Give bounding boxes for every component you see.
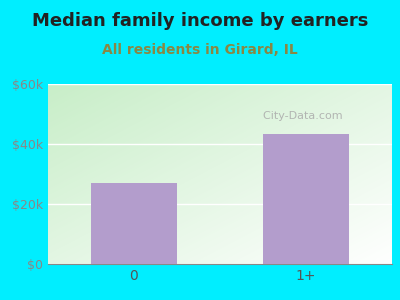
Text: City-Data.com: City-Data.com xyxy=(256,111,342,122)
Bar xyxy=(91,183,177,264)
Bar xyxy=(263,134,349,264)
Text: Median family income by earners: Median family income by earners xyxy=(32,12,368,30)
Text: All residents in Girard, IL: All residents in Girard, IL xyxy=(102,44,298,58)
